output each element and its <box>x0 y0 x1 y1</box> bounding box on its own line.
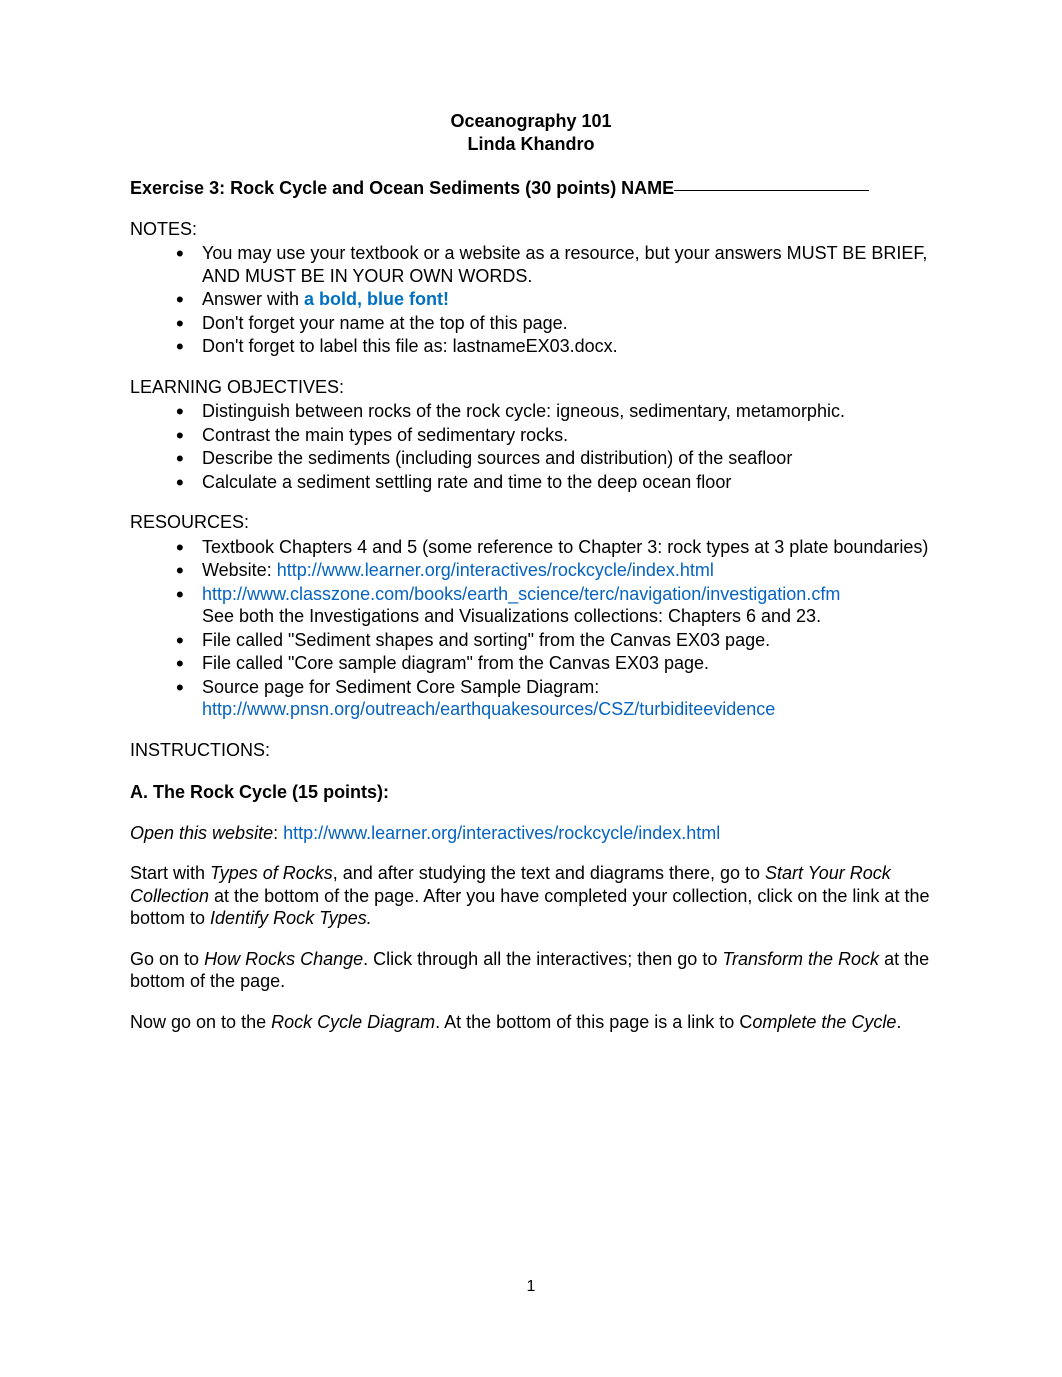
objectives-list: Distinguish between rocks of the rock cy… <box>130 400 932 493</box>
open-website-prefix: Open this website <box>130 823 273 843</box>
p3-b: . At the bottom of this page is a link t… <box>435 1012 752 1032</box>
resources-text: File called "Sediment shapes and sorting… <box>202 630 770 650</box>
exercise-heading-text: Exercise 3: Rock Cycle and Ocean Sedimen… <box>130 178 674 198</box>
resources-item: Website: http://www.learner.org/interact… <box>202 559 932 582</box>
page-number: 1 <box>0 1277 1062 1297</box>
resource-link[interactable]: http://www.classzone.com/books/earth_sci… <box>202 584 840 604</box>
resources-text: Source page for Sediment Core Sample Dia… <box>202 677 599 697</box>
open-website-line: Open this website: http://www.learner.or… <box>130 822 932 845</box>
open-website-link[interactable]: http://www.learner.org/interactives/rock… <box>283 823 720 843</box>
resources-text: Textbook Chapters 4 and 5 (some referenc… <box>202 537 928 557</box>
p2-i2: Transform the Rock <box>722 949 879 969</box>
course-title: Oceanography 101 Linda Khandro <box>130 110 932 155</box>
resources-item: Source page for Sediment Core Sample Dia… <box>202 676 932 721</box>
objectives-item: Contrast the main types of sedimentary r… <box>202 424 932 447</box>
notes-list: You may use your textbook or a website a… <box>130 242 932 358</box>
objectives-text: Calculate a sediment settling rate and t… <box>202 472 731 492</box>
resources-label: RESOURCES: <box>130 511 932 534</box>
paragraph-2: Go on to How Rocks Change. Click through… <box>130 948 932 993</box>
resources-item: File called "Core sample diagram" from t… <box>202 652 932 675</box>
notes-item: Don't forget your name at the top of thi… <box>202 312 932 335</box>
p1-b: , and after studying the text and diagra… <box>333 863 765 883</box>
objectives-label: LEARNING OBJECTIVES: <box>130 376 932 399</box>
objectives-text: Describe the sediments (including source… <box>202 448 792 468</box>
p2-a: Go on to <box>130 949 204 969</box>
document-page: Oceanography 101 Linda Khandro Exercise … <box>0 0 1062 1377</box>
open-website-colon: : <box>273 823 283 843</box>
notes-item: Answer with a bold, blue font! <box>202 288 932 311</box>
section-a-heading: A. The Rock Cycle (15 points): <box>130 781 932 804</box>
resources-item: http://www.classzone.com/books/earth_sci… <box>202 583 932 628</box>
title-line-2: Linda Khandro <box>468 134 595 154</box>
resources-prefix: Website: <box>202 560 277 580</box>
objectives-item: Calculate a sediment settling rate and t… <box>202 471 932 494</box>
resources-list: Textbook Chapters 4 and 5 (some referenc… <box>130 536 932 721</box>
notes-text: Don't forget to label this file as: last… <box>202 336 618 356</box>
objectives-item: Describe the sediments (including source… <box>202 447 932 470</box>
objectives-text: Contrast the main types of sedimentary r… <box>202 425 568 445</box>
notes-prefix: Answer with <box>202 289 304 309</box>
notes-item: Don't forget to label this file as: last… <box>202 335 932 358</box>
exercise-heading: Exercise 3: Rock Cycle and Ocean Sedimen… <box>130 177 932 200</box>
notes-text: You may use your textbook or a website a… <box>202 243 927 286</box>
objectives-text: Distinguish between rocks of the rock cy… <box>202 401 845 421</box>
p2-i1: How Rocks Change <box>204 949 363 969</box>
paragraph-3: Now go on to the Rock Cycle Diagram. At … <box>130 1011 932 1034</box>
paragraph-1: Start with Types of Rocks, and after stu… <box>130 862 932 930</box>
p1-i1: Types of Rocks <box>210 863 333 883</box>
resources-after-text: See both the Investigations and Visualiz… <box>202 606 821 626</box>
name-blank-line <box>674 190 869 191</box>
resources-item: File called "Sediment shapes and sorting… <box>202 629 932 652</box>
objectives-item: Distinguish between rocks of the rock cy… <box>202 400 932 423</box>
notes-blue-text: a bold, blue font! <box>304 289 449 309</box>
notes-text: Don't forget your name at the top of thi… <box>202 313 568 333</box>
notes-item: You may use your textbook or a website a… <box>202 242 932 287</box>
p1-i3: Identify Rock Types. <box>210 908 372 928</box>
resources-text: File called "Core sample diagram" from t… <box>202 653 709 673</box>
p3-c: . <box>896 1012 901 1032</box>
p3-i2: omplete the Cycle <box>752 1012 896 1032</box>
p1-a: Start with <box>130 863 210 883</box>
resources-item: Textbook Chapters 4 and 5 (some referenc… <box>202 536 932 559</box>
p3-a: Now go on to the <box>130 1012 271 1032</box>
resource-link[interactable]: http://www.pnsn.org/outreach/earthquakes… <box>202 699 775 719</box>
p3-i1: Rock Cycle Diagram <box>271 1012 435 1032</box>
instructions-label: INSTRUCTIONS: <box>130 739 932 762</box>
p2-b: . Click through all the interactives; th… <box>363 949 722 969</box>
title-line-1: Oceanography 101 <box>450 111 611 131</box>
resource-link[interactable]: http://www.learner.org/interactives/rock… <box>277 560 714 580</box>
notes-label: NOTES: <box>130 218 932 241</box>
